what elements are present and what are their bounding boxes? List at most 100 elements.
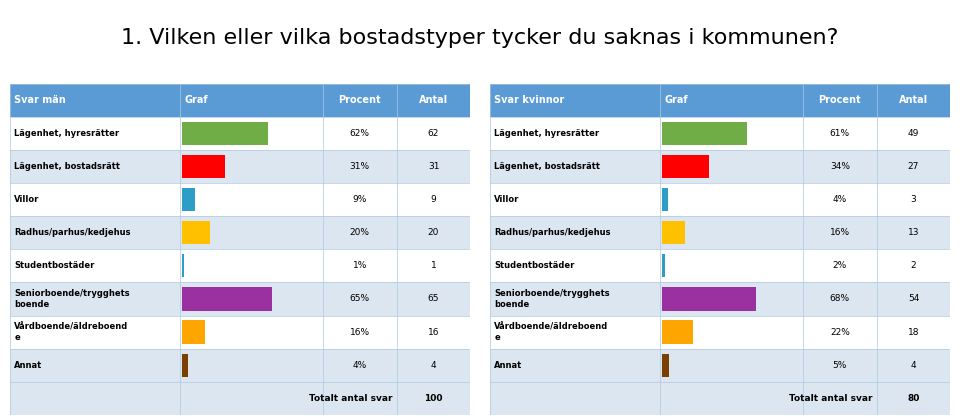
Text: 54: 54	[908, 295, 920, 303]
Text: 3: 3	[911, 195, 917, 204]
Text: Studentbostäder: Studentbostäder	[14, 261, 95, 270]
Text: 9%: 9%	[352, 195, 367, 204]
Bar	[662, 122, 747, 145]
Text: Annat: Annat	[14, 361, 42, 370]
Text: 5%: 5%	[832, 361, 847, 370]
Bar	[662, 155, 709, 178]
Text: 1%: 1%	[352, 261, 367, 270]
Text: Lägenhet, bostadsrätt: Lägenhet, bostadsrätt	[494, 162, 600, 171]
Text: 4%: 4%	[832, 195, 847, 204]
Text: 49: 49	[908, 129, 920, 138]
Bar	[182, 221, 210, 244]
Bar	[10, 84, 180, 117]
Text: Radhus/parhus/kedjehus: Radhus/parhus/kedjehus	[14, 228, 131, 237]
Text: Lägenhet, hyresrätter: Lägenhet, hyresrätter	[494, 129, 599, 138]
Text: Studentbostäder: Studentbostäder	[494, 261, 575, 270]
Bar	[662, 321, 693, 344]
Text: Antal: Antal	[899, 96, 928, 105]
Bar	[182, 321, 204, 344]
Text: 4: 4	[431, 361, 437, 370]
Text: 68%: 68%	[829, 295, 850, 303]
Text: Vårdboende/äldreboend
e: Vårdboende/äldreboend e	[14, 322, 129, 342]
Bar	[490, 117, 950, 150]
Text: 18: 18	[908, 328, 920, 336]
Bar	[10, 150, 470, 183]
Text: 16%: 16%	[349, 328, 370, 336]
Bar	[490, 249, 950, 282]
Bar	[10, 382, 470, 415]
Bar	[10, 349, 470, 382]
Text: 16%: 16%	[829, 228, 850, 237]
Text: 31%: 31%	[349, 162, 370, 171]
Text: 62%: 62%	[349, 129, 370, 138]
Text: 16: 16	[428, 328, 440, 336]
Bar	[10, 282, 470, 316]
Text: Seniorboende/trygghets
boende: Seniorboende/trygghets boende	[494, 289, 610, 309]
Text: Antal: Antal	[419, 96, 448, 105]
Text: 100: 100	[424, 394, 443, 403]
Bar	[662, 254, 665, 277]
Bar	[803, 84, 876, 117]
Bar	[182, 287, 273, 310]
Bar	[323, 84, 396, 117]
Text: 4: 4	[911, 361, 917, 370]
Bar	[10, 216, 470, 249]
Text: 9: 9	[431, 195, 437, 204]
Text: Seniorboende/trygghets
boende: Seniorboende/trygghets boende	[14, 289, 130, 309]
Bar	[660, 84, 803, 117]
Bar	[662, 287, 756, 310]
Text: 20%: 20%	[349, 228, 370, 237]
Text: 31: 31	[428, 162, 440, 171]
Bar	[490, 282, 950, 316]
Text: 20: 20	[428, 228, 440, 237]
Bar	[10, 316, 470, 349]
Text: Radhus/parhus/kedjehus: Radhus/parhus/kedjehus	[494, 228, 611, 237]
Text: 80: 80	[907, 394, 920, 403]
Text: 65%: 65%	[349, 295, 370, 303]
Text: 2: 2	[911, 261, 917, 270]
Text: Svar kvinnor: Svar kvinnor	[494, 96, 564, 105]
Text: 2%: 2%	[832, 261, 847, 270]
Bar	[396, 84, 470, 117]
Text: 13: 13	[908, 228, 920, 237]
Text: Vårdboende/äldreboend
e: Vårdboende/äldreboend e	[494, 322, 609, 342]
Text: Villor: Villor	[14, 195, 39, 204]
Bar	[490, 316, 950, 349]
Bar	[876, 84, 950, 117]
Text: Graf: Graf	[184, 96, 208, 105]
Bar	[182, 354, 188, 377]
Bar	[182, 155, 226, 178]
Text: 22%: 22%	[829, 328, 850, 336]
Bar	[182, 122, 268, 145]
Text: 27: 27	[908, 162, 920, 171]
Bar	[490, 382, 950, 415]
Bar	[490, 216, 950, 249]
Text: Villor: Villor	[494, 195, 519, 204]
Text: Lägenhet, hyresrätter: Lägenhet, hyresrätter	[14, 129, 119, 138]
Text: 61%: 61%	[829, 129, 850, 138]
Bar	[490, 84, 660, 117]
Text: 1. Vilken eller vilka bostadstyper tycker du saknas i kommunen?: 1. Vilken eller vilka bostadstyper tycke…	[121, 28, 839, 48]
Text: 62: 62	[428, 129, 440, 138]
Text: Procent: Procent	[339, 96, 381, 105]
Text: Svar män: Svar män	[14, 96, 66, 105]
Bar	[662, 221, 684, 244]
Bar	[490, 183, 950, 216]
Text: 1: 1	[431, 261, 437, 270]
Text: Graf: Graf	[664, 96, 688, 105]
Bar	[10, 249, 470, 282]
Text: Lägenhet, bostadsrätt: Lägenhet, bostadsrätt	[14, 162, 120, 171]
Bar	[490, 150, 950, 183]
Text: Annat: Annat	[494, 361, 522, 370]
Bar	[490, 349, 950, 382]
Text: Totalt antal svar: Totalt antal svar	[308, 394, 392, 403]
Bar	[10, 183, 470, 216]
Bar	[662, 188, 668, 211]
Bar	[180, 84, 323, 117]
Bar	[10, 117, 470, 150]
Bar	[182, 254, 183, 277]
Text: 4%: 4%	[352, 361, 367, 370]
Text: 34%: 34%	[829, 162, 850, 171]
Text: Totalt antal svar: Totalt antal svar	[788, 394, 872, 403]
Bar	[662, 354, 669, 377]
